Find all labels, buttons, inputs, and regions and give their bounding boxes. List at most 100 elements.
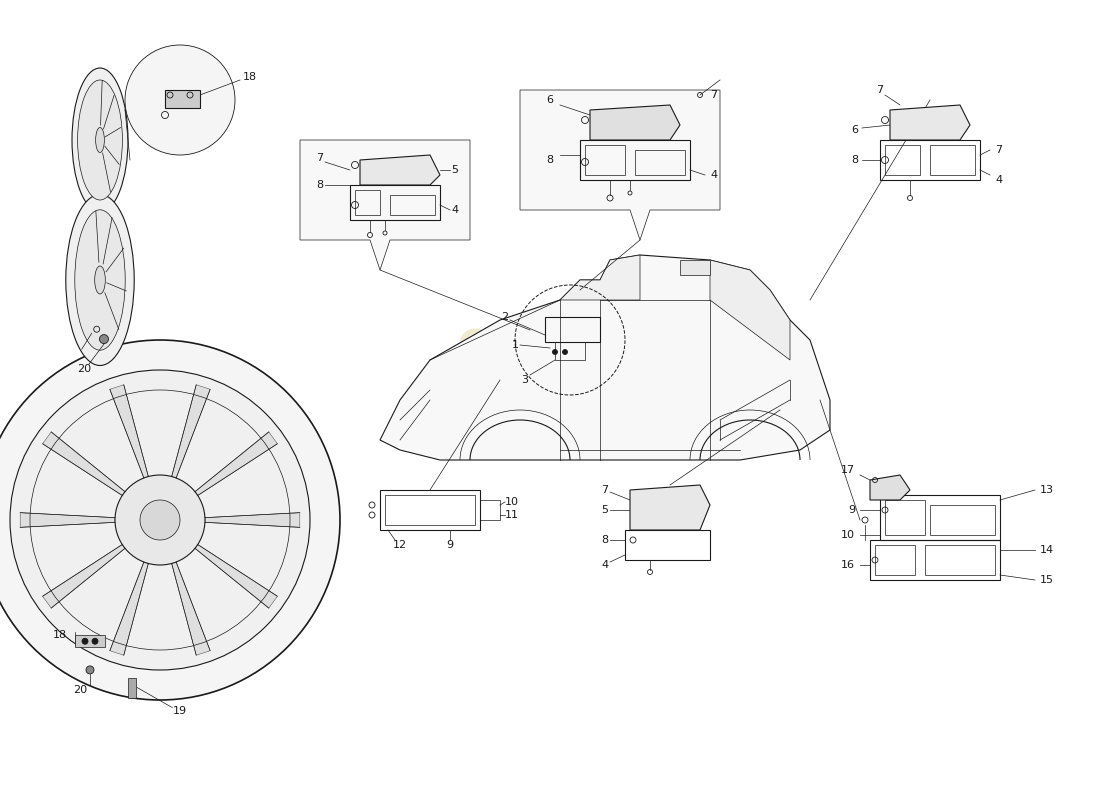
Circle shape (562, 350, 568, 354)
Ellipse shape (72, 68, 128, 212)
Bar (580, 140, 690, 180)
Text: 9: 9 (848, 505, 855, 515)
Bar (880, 495, 1000, 540)
Text: 1: 1 (512, 340, 518, 350)
Bar (874, 545, 915, 575)
Polygon shape (43, 432, 125, 495)
Polygon shape (360, 155, 440, 185)
Text: 2: 2 (502, 312, 508, 322)
Text: 5: 5 (602, 505, 608, 515)
Circle shape (0, 340, 340, 700)
Circle shape (86, 666, 94, 674)
Text: 10: 10 (505, 497, 519, 507)
Bar (129, 678, 136, 698)
Circle shape (82, 638, 88, 644)
Polygon shape (20, 513, 115, 527)
Text: 5: 5 (451, 165, 459, 175)
Circle shape (125, 45, 235, 155)
Bar (635, 150, 685, 175)
Ellipse shape (66, 194, 134, 366)
Text: 8: 8 (547, 155, 553, 165)
Polygon shape (630, 485, 710, 530)
Text: 7: 7 (996, 145, 1002, 155)
Polygon shape (520, 90, 720, 240)
Text: 12: 12 (393, 540, 407, 550)
Ellipse shape (75, 210, 125, 350)
Bar (75, 635, 104, 647)
Bar (385, 495, 475, 525)
Bar (585, 145, 625, 175)
Bar (350, 185, 440, 220)
Polygon shape (590, 105, 680, 140)
Text: 15: 15 (1040, 575, 1054, 585)
Circle shape (99, 334, 109, 343)
Text: 13: 13 (1040, 485, 1054, 495)
Text: a passion for parts: a passion for parts (496, 391, 663, 409)
Text: 7: 7 (317, 153, 323, 163)
Polygon shape (890, 105, 970, 140)
Text: 8: 8 (317, 180, 323, 190)
Bar (930, 505, 996, 535)
Bar (480, 500, 501, 520)
Text: 4: 4 (996, 175, 1002, 185)
Bar (625, 530, 710, 560)
Polygon shape (110, 562, 148, 655)
Ellipse shape (96, 127, 104, 153)
Circle shape (10, 370, 310, 670)
Bar (390, 195, 435, 215)
Ellipse shape (95, 266, 106, 294)
Circle shape (552, 350, 558, 354)
Text: 14: 14 (1040, 545, 1054, 555)
Polygon shape (43, 545, 125, 608)
Bar (886, 500, 925, 535)
Polygon shape (195, 545, 277, 608)
Text: 10: 10 (842, 530, 855, 540)
Text: 18: 18 (53, 630, 67, 640)
Polygon shape (379, 255, 830, 460)
Polygon shape (710, 260, 790, 360)
Text: 8: 8 (851, 155, 859, 165)
Bar (165, 90, 200, 108)
Bar (379, 490, 480, 530)
Text: 9: 9 (447, 540, 453, 550)
Text: 4: 4 (602, 560, 608, 570)
Text: 16: 16 (842, 560, 855, 570)
Text: europarts: europarts (456, 318, 703, 362)
Text: 7: 7 (877, 85, 883, 95)
Circle shape (92, 638, 98, 644)
Text: 4: 4 (710, 170, 717, 180)
Bar (680, 260, 710, 275)
Text: 1985: 1985 (561, 442, 600, 458)
Text: 20: 20 (73, 685, 87, 695)
Text: 7: 7 (602, 485, 608, 495)
Bar (870, 540, 1000, 580)
Text: 20: 20 (77, 364, 91, 374)
Text: 6: 6 (851, 125, 858, 135)
Text: 4: 4 (451, 205, 459, 215)
Text: 18: 18 (243, 72, 257, 82)
Circle shape (116, 475, 205, 565)
Polygon shape (300, 140, 470, 270)
Bar (544, 317, 600, 342)
Ellipse shape (78, 80, 122, 200)
Text: 6: 6 (547, 95, 553, 105)
Polygon shape (870, 475, 910, 500)
Text: 7: 7 (710, 90, 717, 100)
Text: 11: 11 (505, 510, 519, 520)
Bar (930, 145, 975, 175)
Polygon shape (110, 385, 148, 478)
Bar (925, 545, 996, 575)
Bar (880, 140, 980, 180)
Text: 8: 8 (602, 535, 608, 545)
Polygon shape (172, 385, 210, 478)
Text: 3: 3 (521, 375, 528, 385)
Bar (355, 190, 380, 215)
Polygon shape (205, 513, 300, 527)
Bar (886, 145, 920, 175)
Polygon shape (560, 255, 640, 300)
Polygon shape (195, 432, 277, 495)
Text: 17: 17 (840, 465, 855, 475)
Circle shape (140, 500, 180, 540)
Polygon shape (172, 562, 210, 655)
Text: 19: 19 (173, 706, 187, 715)
